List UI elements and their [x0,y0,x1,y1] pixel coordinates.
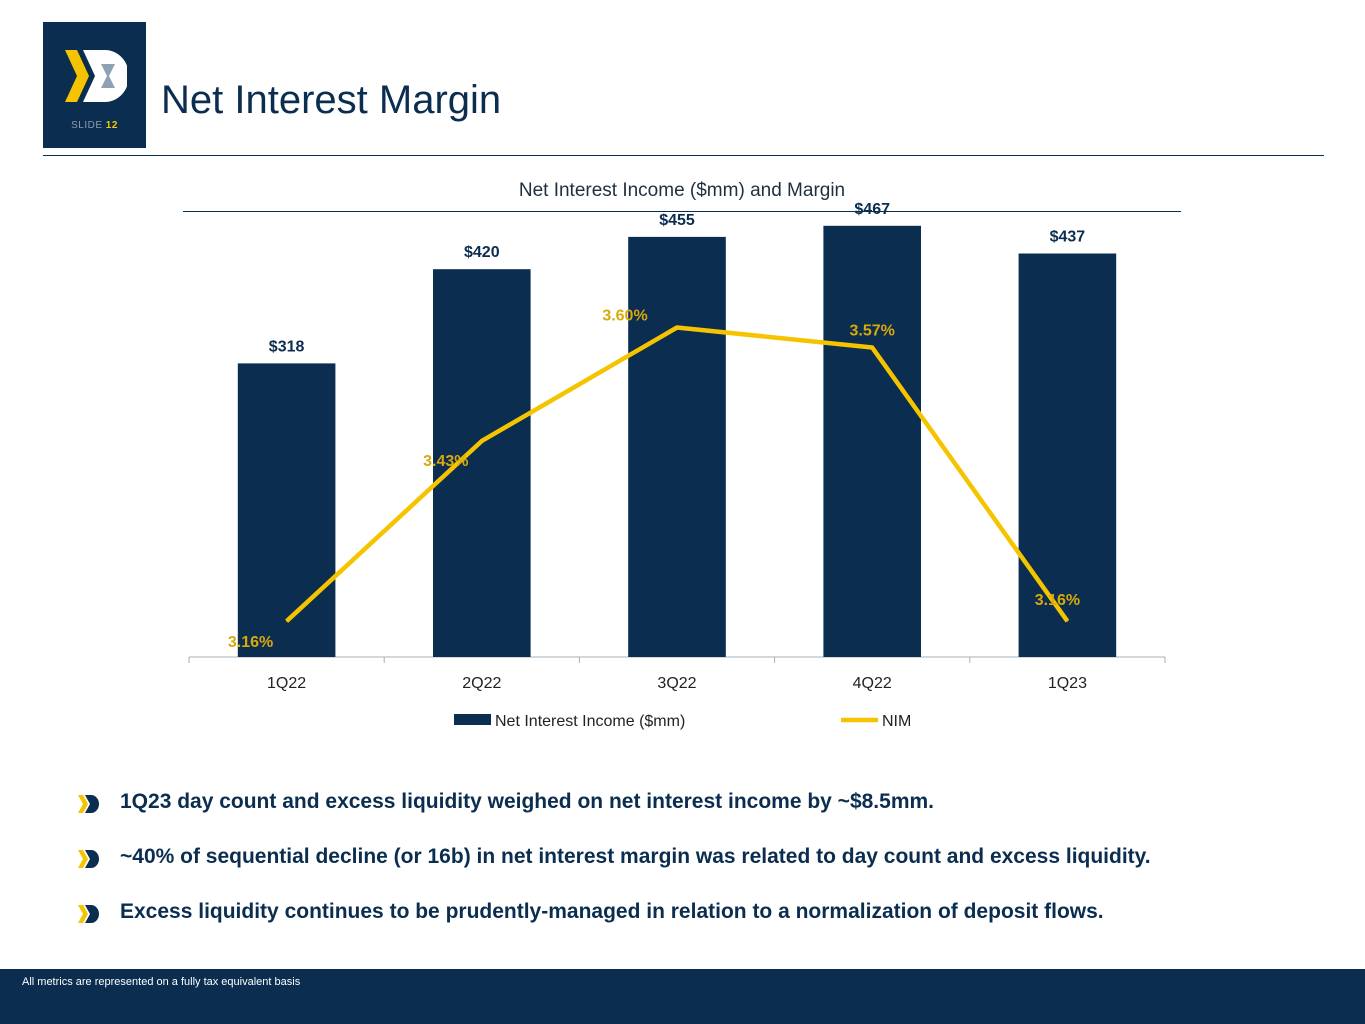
nim-value-label: 3.16% [1035,592,1080,609]
bullet-text-1: 1Q23 day count and excess liquidity weig… [120,790,934,813]
bar-value-label: $420 [464,244,500,261]
x-tick-label: 3Q22 [657,675,696,692]
nim-point [676,327,678,328]
chart-title-divider [183,211,1181,212]
chevron-bullet-icon [78,795,99,813]
chart-title: Net Interest Income ($mm) and Margin [518,180,846,201]
bar-nii-1q22 [237,363,336,657]
chevron-bullet-icon [78,905,99,923]
bar-nii-4q22 [823,225,921,657]
slide-label: SLIDE [71,120,103,131]
nim-point [481,440,483,442]
nim-point [871,347,873,349]
page-title: Net Interest Margin [161,78,502,122]
nim-value-label: 3.16% [228,634,273,651]
bar-value-label: $455 [659,212,695,229]
chevron-bullet-icon [78,850,99,868]
bar-nii-2q22 [433,269,531,657]
bar-value-label: $437 [1050,229,1086,246]
nii-nim-chart: $318 1Q22 $420 2Q22 $455 3Q22 $467 4Q22 $437 1Q23… [188,201,1166,730]
bullet-text-3: Excess liquidity continues to be prudent… [120,900,1104,923]
bar-value-label: $467 [854,201,890,218]
x-tick-label: 1Q23 [1048,675,1087,692]
footer-bar: All metrics are represented on a fully t… [0,969,1365,1024]
nim-point [1066,620,1068,622]
company-logo-icon [65,50,127,102]
nim-value-label: 3.43% [423,453,468,470]
footer-note: All metrics are represented on a fully t… [22,976,301,988]
nim-value-label: 3.60% [602,308,647,325]
slide-number-value: 12 [105,120,118,131]
x-tick-label: 4Q22 [853,675,892,692]
nim-value-label: 3.57% [850,323,895,340]
legend-swatch-nii [454,714,491,725]
bar-nii-3q22 [628,236,726,657]
slide-number: SLIDE 12 [43,120,146,131]
x-tick-label: 1Q22 [267,675,306,692]
bullet-text-2: ~40% of sequential decline (or 16b) in n… [120,845,1151,868]
nim-point [286,620,288,622]
bar-nii-1q23 [1018,253,1117,657]
logo-box: SLIDE 12 [43,22,146,148]
x-tick-label: 2Q22 [462,675,501,692]
legend-label-nii: Net Interest Income ($mm) [495,713,685,730]
bar-value-label: $318 [269,338,305,355]
title-divider [43,155,1324,156]
legend-label-nim: NIM [882,713,911,730]
